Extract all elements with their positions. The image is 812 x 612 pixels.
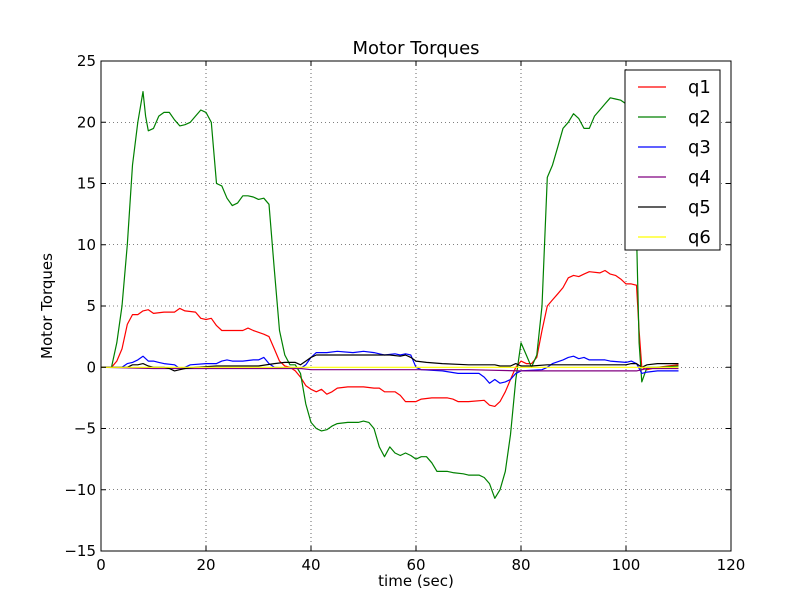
x-tick-label: 40 [301,556,320,574]
y-tick-label: 25 [77,52,96,70]
y-tick-label: 10 [77,236,96,254]
axis-ticks [100,60,732,552]
y-tick-label: 15 [77,175,96,193]
y-tick-label: −15 [64,542,96,560]
y-tick-label: 5 [86,297,96,315]
legend-label-q4: q4 [688,167,711,188]
legend-label-q5: q5 [688,197,711,218]
x-tick-label: 80 [511,556,530,574]
legend-label-q2: q2 [688,107,711,128]
tick-labels: 0 20 40 60 80 100 120 −15 −10 −5 0 5 10 15 20 25 [64,52,745,574]
x-tick-label: 120 [717,556,746,574]
x-tick-label: 0 [96,556,106,574]
y-axis-label: Motor Torques [38,253,56,359]
series-line-q2 [101,90,679,499]
y-tick-label: −5 [74,420,96,438]
x-tick-label: 100 [612,556,641,574]
legend-label-q3: q3 [688,137,711,158]
y-tick-label: 0 [86,358,96,376]
series-lines [101,90,679,499]
x-tick-label: 20 [196,556,215,574]
x-tick-label: 60 [406,556,425,574]
legend-label-q1: q1 [688,77,711,98]
x-axis-label: time (sec) [378,572,454,590]
y-tick-label: 20 [77,113,96,131]
legend-label-q6: q6 [688,227,711,248]
legend: q1 q2 q3 q4 q5 q6 [624,69,721,251]
chart-title: Motor Torques [352,38,479,59]
legend-box [624,69,721,251]
series-line-q5 [101,354,679,372]
series-line-q1 [101,269,679,407]
y-tick-label: −10 [64,481,96,499]
series-line-q4 [101,366,679,372]
